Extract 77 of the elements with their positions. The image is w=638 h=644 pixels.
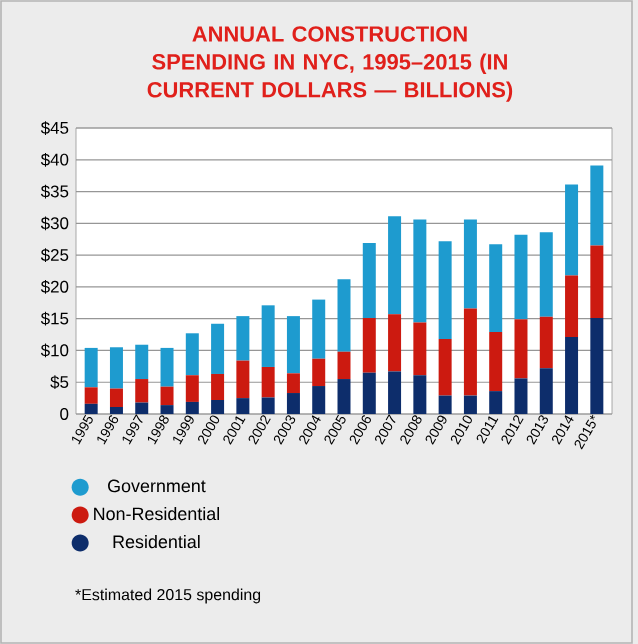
bar xyxy=(312,386,326,414)
bar xyxy=(286,373,300,394)
y-tick-label: $30 xyxy=(40,216,69,231)
bar xyxy=(236,398,250,414)
bar xyxy=(236,316,250,361)
bar xyxy=(514,234,528,320)
bar xyxy=(211,373,225,401)
bar xyxy=(438,395,452,414)
bar xyxy=(413,322,427,376)
bar xyxy=(135,402,149,414)
bar xyxy=(590,165,604,246)
bar xyxy=(337,351,351,380)
bar xyxy=(413,219,427,323)
bar xyxy=(261,305,275,367)
bar xyxy=(539,316,553,369)
bar xyxy=(211,323,225,374)
bar xyxy=(185,333,199,376)
bar xyxy=(211,400,225,414)
y-tick-label: $40 xyxy=(40,152,69,167)
bar xyxy=(489,391,503,414)
bar xyxy=(84,347,98,388)
bar xyxy=(337,279,351,352)
y-tick-label: $15 xyxy=(40,311,69,326)
bar xyxy=(514,319,528,379)
bar xyxy=(160,405,174,414)
bar xyxy=(489,332,503,392)
legend-label: Government xyxy=(108,479,206,493)
y-tick-label: $35 xyxy=(40,184,69,199)
bar xyxy=(362,243,376,319)
bar xyxy=(463,395,477,414)
bar xyxy=(565,337,579,414)
bar xyxy=(438,241,452,340)
bar xyxy=(590,318,604,414)
bar xyxy=(590,245,604,319)
bar xyxy=(84,403,98,414)
bar xyxy=(109,347,123,389)
bar xyxy=(463,308,477,396)
legend-label: Non-Residential xyxy=(94,507,219,521)
bar xyxy=(489,244,503,333)
bar xyxy=(84,387,98,404)
bar xyxy=(413,375,427,414)
bar xyxy=(261,366,275,398)
y-tick-label: $25 xyxy=(40,248,69,262)
bar xyxy=(185,375,199,402)
chart-title: ANNUAL CONSTRUCTION SPENDING IN NYC, 1995–2015 (IN CURRENT DOLLARS — BILLIONS) xyxy=(147,26,513,102)
bar xyxy=(514,378,528,414)
bar xyxy=(261,397,275,414)
bar xyxy=(463,219,477,309)
bar xyxy=(539,232,553,317)
bar xyxy=(135,344,149,380)
bar xyxy=(135,379,149,403)
legend-label: Residential xyxy=(113,534,200,549)
bar xyxy=(286,316,300,374)
bar xyxy=(185,401,199,414)
bar xyxy=(286,393,300,414)
bar xyxy=(312,299,326,359)
y-tick-label: $5 xyxy=(50,375,69,390)
bar xyxy=(565,275,579,338)
bar xyxy=(160,386,174,406)
bar xyxy=(109,407,123,414)
y-tick-label: $45 xyxy=(40,121,69,135)
bar xyxy=(388,371,402,414)
y-tick-label: $20 xyxy=(40,280,69,294)
bar xyxy=(388,216,402,315)
bar xyxy=(312,358,326,387)
bar xyxy=(109,388,123,408)
bar xyxy=(362,372,376,414)
bar xyxy=(160,347,174,387)
y-tick-label: $10 xyxy=(40,343,69,358)
y-tick-label: 0 xyxy=(60,408,69,420)
bar xyxy=(362,318,376,373)
bar xyxy=(565,184,579,276)
bar xyxy=(236,360,250,399)
bar xyxy=(337,379,351,414)
bar xyxy=(539,368,553,414)
bar xyxy=(388,314,402,372)
bar xyxy=(438,339,452,396)
